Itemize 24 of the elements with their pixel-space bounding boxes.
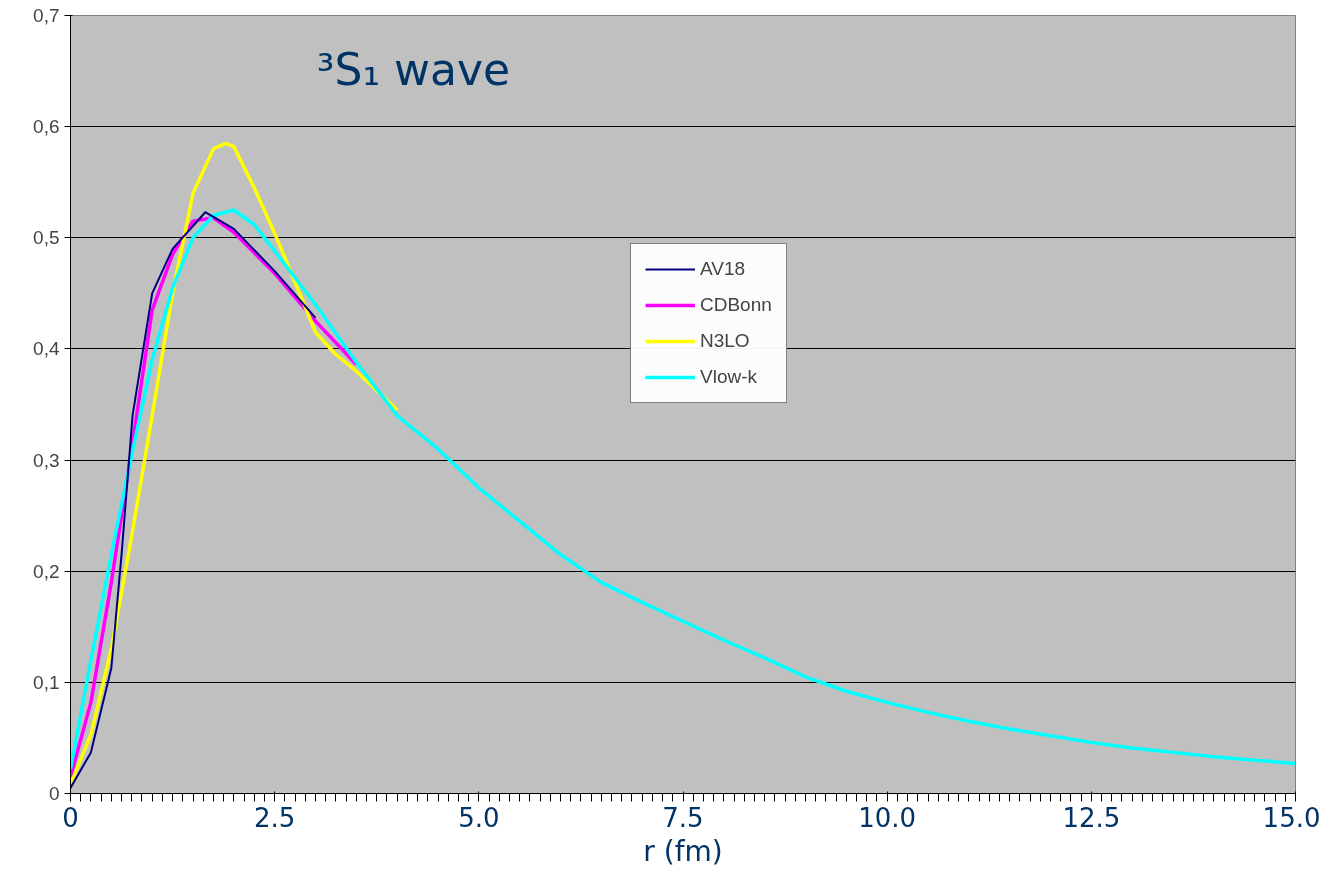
y-tick-label: 0 (48, 783, 60, 804)
y-tick-label: 0,1 (33, 671, 60, 693)
x-tick-label: 0 (62, 802, 79, 833)
x-tick-label: 12.5 (1062, 802, 1121, 833)
y-tick-label: 0,2 (33, 560, 60, 582)
y-tick-label: 0,6 (33, 116, 60, 138)
line-series (70, 141, 399, 787)
line-series (70, 208, 1296, 771)
x-tick-label: 5.0 (458, 802, 500, 833)
text: ³S₁ wave (316, 44, 511, 96)
x-axis-title: r (fm) (643, 834, 723, 868)
y-tick-label: 0,5 (33, 227, 60, 249)
legend-label: N3LO (700, 330, 750, 352)
y-tick-label: 0,3 (33, 449, 60, 471)
line-series (70, 211, 317, 789)
x-tick-label: 15.0 (1262, 802, 1321, 833)
y-tick-label: 0,4 (33, 338, 60, 360)
x-tick-label: 10.0 (858, 802, 917, 833)
x-tick-label: 7.5 (662, 802, 704, 833)
legend-label: CDBonn (700, 294, 772, 316)
y-tick-label: 0,7 (33, 5, 60, 26)
x-tick-label: 2.5 (253, 802, 296, 833)
legend-label: Vlow-k (700, 366, 758, 388)
legend-label: AV18 (700, 258, 746, 280)
